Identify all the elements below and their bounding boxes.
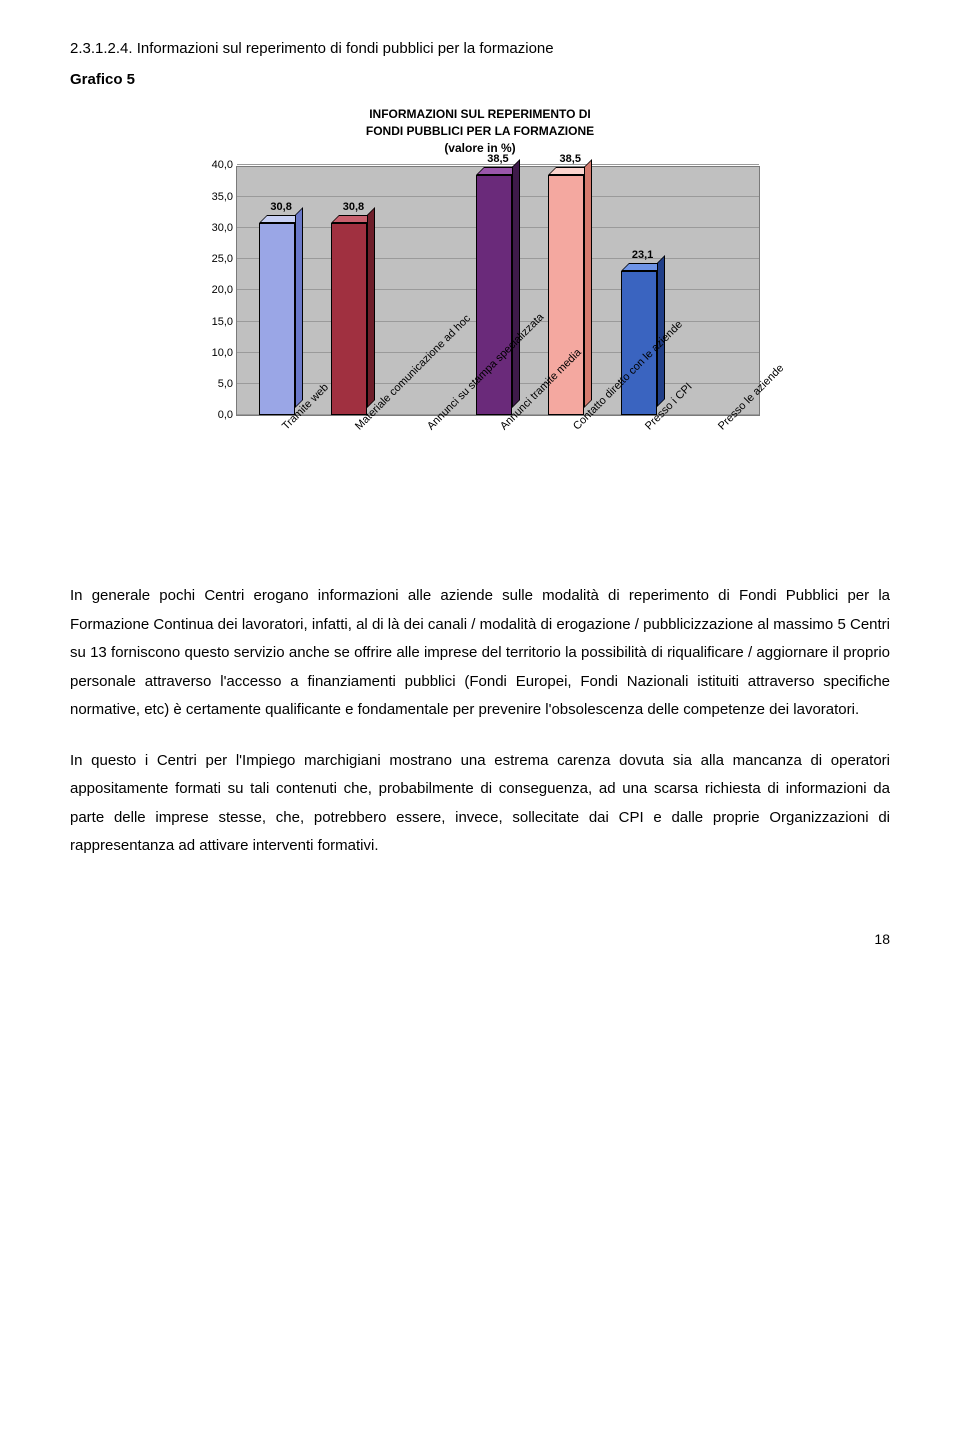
bar-value-label: 23,1: [632, 249, 653, 261]
bar-face: [259, 223, 295, 416]
page-number: 18: [70, 931, 890, 947]
ytick-label: 30,0: [205, 222, 233, 234]
ytick-label: 10,0: [205, 347, 233, 359]
bar-side: [295, 207, 303, 408]
xlabel: Contatto diretto con le aziende: [541, 416, 601, 546]
ytick-label: 35,0: [205, 191, 233, 203]
bar-side: [512, 159, 520, 408]
bar-face: [331, 223, 367, 416]
ytick-label: 15,0: [205, 316, 233, 328]
ytick-label: 5,0: [205, 378, 233, 390]
bar-value-label: 38,5: [487, 153, 508, 165]
xlabel: Presso le aziende: [686, 416, 746, 546]
bar-value-label: 38,5: [560, 153, 581, 165]
chart-title-line2: FONDI PUBBLICI PER LA FORMAZIONE: [366, 124, 594, 138]
ytick-label: 0,0: [205, 409, 233, 421]
xlabel: Annunci tramite media: [468, 416, 528, 546]
xlabel: Materiale comunicazione ad hoc: [323, 416, 383, 546]
bar-side: [367, 207, 375, 408]
xlabel: Presso i CPI: [613, 416, 673, 546]
section-number: 2.3.1.2.4. Informazioni sul reperimento …: [70, 40, 890, 57]
chart-bars: 30,830,838,538,523,1: [237, 167, 759, 415]
chart-xlabels: Tramite webMateriale comunicazione ad ho…: [236, 416, 760, 546]
bar: [259, 223, 303, 416]
chart-plot-area: 0,05,010,015,020,025,030,035,040,0 30,83…: [236, 166, 760, 416]
paragraph-2: In questo i Centri per l'Impiego marchig…: [70, 747, 890, 861]
chart-title-line1: INFORMAZIONI SUL REPERIMENTO DI: [369, 107, 591, 121]
chart-container: INFORMAZIONI SUL REPERIMENTO DI FONDI PU…: [200, 106, 760, 546]
bar-value-label: 30,8: [343, 201, 364, 213]
xlabel: Annunci su stampa specializzata: [395, 416, 455, 546]
ytick-label: 25,0: [205, 253, 233, 265]
chart-title: INFORMAZIONI SUL REPERIMENTO DI FONDI PU…: [200, 106, 760, 156]
bar: [331, 223, 375, 416]
bar-value-label: 30,8: [270, 201, 291, 213]
ytick-label: 40,0: [205, 159, 233, 171]
xlabel: Tramite web: [250, 416, 310, 546]
paragraph-1: In generale pochi Centri erogano informa…: [70, 582, 890, 725]
ytick-label: 20,0: [205, 284, 233, 296]
bar-column: 30,8: [251, 223, 311, 416]
bar-side: [584, 159, 592, 408]
bar-column: 30,8: [323, 223, 383, 416]
grafico-label: Grafico 5: [70, 71, 890, 88]
